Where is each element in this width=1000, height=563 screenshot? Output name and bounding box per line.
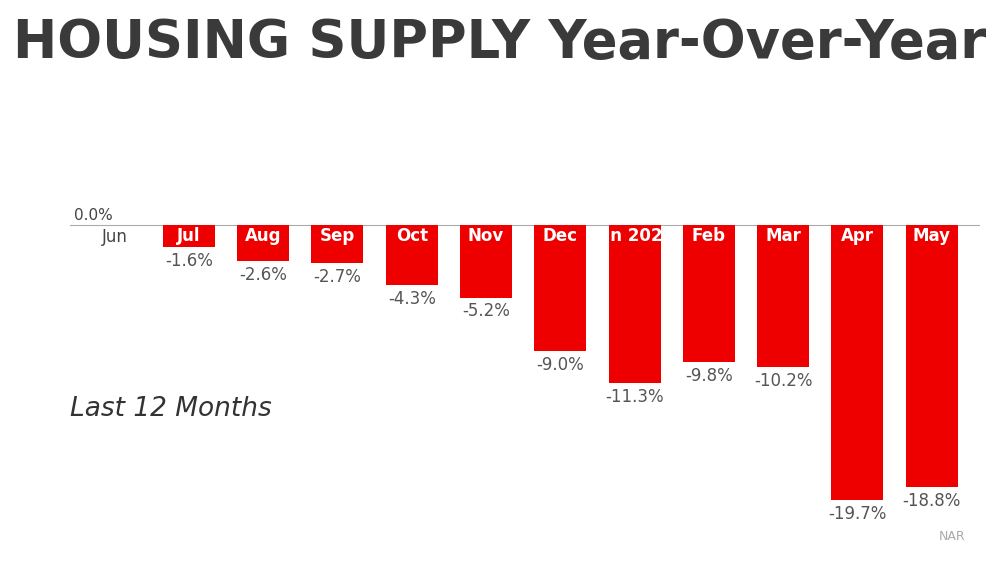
Bar bbox=[906, 225, 958, 488]
Text: -4.3%: -4.3% bbox=[388, 290, 436, 308]
Text: -9.0%: -9.0% bbox=[536, 355, 584, 373]
Text: HOUSING SUPPLY Year-Over-Year: HOUSING SUPPLY Year-Over-Year bbox=[13, 17, 987, 69]
Bar bbox=[683, 225, 735, 362]
Text: -18.8%: -18.8% bbox=[903, 493, 961, 510]
Text: Aug: Aug bbox=[245, 227, 281, 245]
Bar bbox=[311, 225, 363, 263]
Text: -19.7%: -19.7% bbox=[828, 505, 887, 523]
Text: Apr: Apr bbox=[841, 227, 874, 245]
Text: Sep: Sep bbox=[320, 227, 355, 245]
Bar bbox=[609, 225, 661, 383]
Text: Mar: Mar bbox=[765, 227, 801, 245]
Text: Jun: Jun bbox=[102, 228, 128, 246]
Text: Jan 2020: Jan 2020 bbox=[594, 227, 675, 245]
Text: Nov: Nov bbox=[468, 227, 504, 245]
Text: Last 12 Months: Last 12 Months bbox=[70, 396, 272, 422]
Text: -11.3%: -11.3% bbox=[605, 388, 664, 405]
Bar bbox=[386, 225, 438, 285]
Text: Jul: Jul bbox=[177, 227, 201, 245]
Text: -10.2%: -10.2% bbox=[754, 372, 812, 390]
Bar bbox=[757, 225, 809, 368]
Text: Feb: Feb bbox=[692, 227, 726, 245]
Text: -9.8%: -9.8% bbox=[685, 367, 733, 385]
Text: -2.7%: -2.7% bbox=[313, 267, 361, 285]
Bar bbox=[534, 225, 586, 351]
Text: -1.6%: -1.6% bbox=[165, 252, 213, 270]
Bar bbox=[831, 225, 883, 500]
Text: -5.2%: -5.2% bbox=[462, 302, 510, 320]
Text: -2.6%: -2.6% bbox=[239, 266, 287, 284]
Text: Oct: Oct bbox=[396, 227, 428, 245]
Text: May: May bbox=[913, 227, 951, 245]
Text: 0.0%: 0.0% bbox=[74, 208, 112, 224]
Bar bbox=[237, 225, 289, 261]
Text: NAR: NAR bbox=[938, 530, 965, 543]
Text: Dec: Dec bbox=[543, 227, 578, 245]
Bar bbox=[460, 225, 512, 298]
Bar bbox=[163, 225, 215, 247]
